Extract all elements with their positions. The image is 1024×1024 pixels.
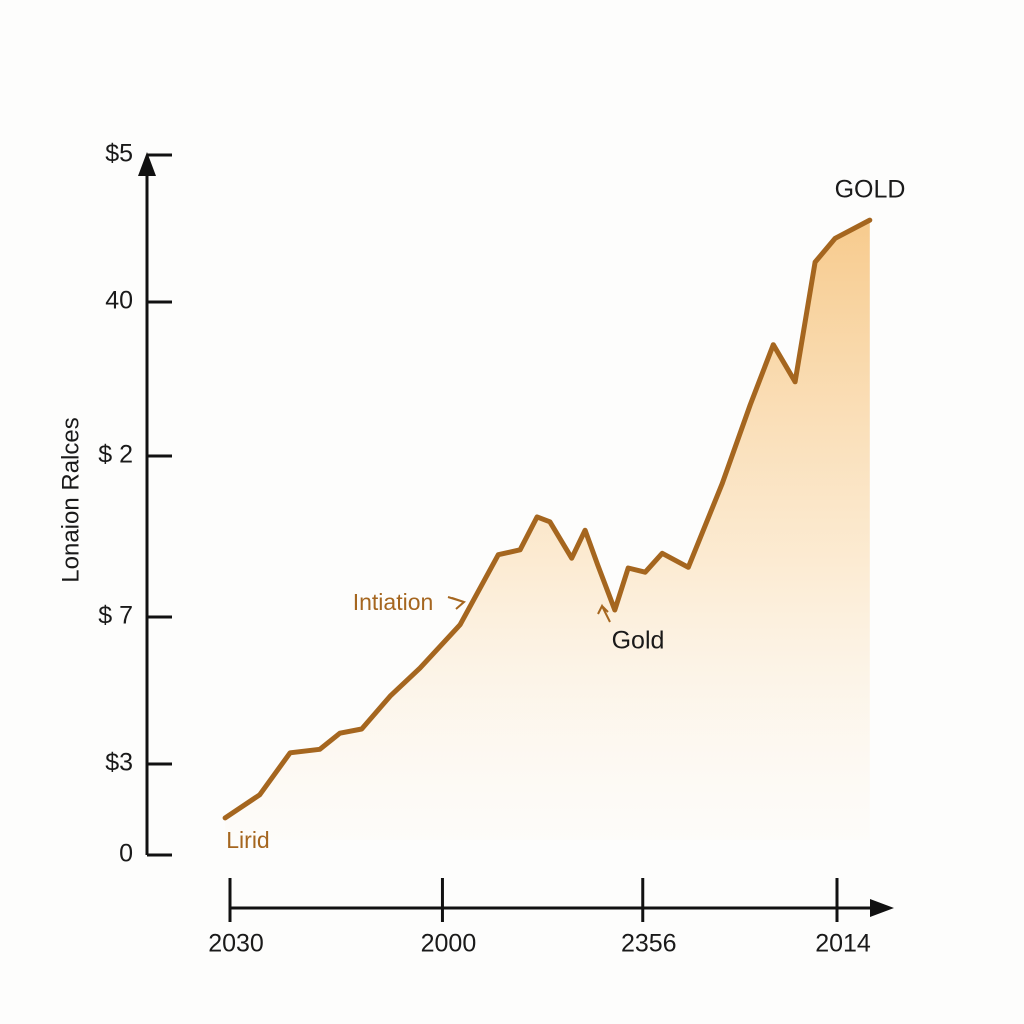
- area-layer: [225, 220, 870, 841]
- y-axis-arrow: [138, 152, 156, 176]
- y-tick-label: $5: [105, 140, 133, 168]
- y-tick-label: $ 7: [98, 602, 133, 630]
- data-line: [222, 217, 873, 821]
- area-fill: [225, 220, 870, 841]
- annotation: Gold: [612, 627, 665, 655]
- x-tick-label: 2014: [815, 930, 871, 958]
- annotation: Intiation: [353, 589, 434, 615]
- x-tick-label: 2000: [421, 930, 477, 958]
- y-tick-label: $3: [105, 749, 133, 777]
- annotation: GOLD: [835, 176, 906, 204]
- annotation: Lirid: [226, 827, 269, 853]
- y-tick-label: 0: [119, 840, 133, 868]
- x-tick-label: 2356: [621, 930, 677, 958]
- y-tick-label: $ 2: [98, 441, 133, 469]
- annotation-arrow: [597, 603, 611, 623]
- annotation-arrow: [447, 596, 467, 610]
- y-tick-label: 40: [105, 287, 133, 315]
- x-tick-label: 2030: [208, 930, 264, 958]
- x-axis-arrow: [870, 899, 894, 917]
- y-axis-label: Lonaion Ralces: [57, 417, 84, 582]
